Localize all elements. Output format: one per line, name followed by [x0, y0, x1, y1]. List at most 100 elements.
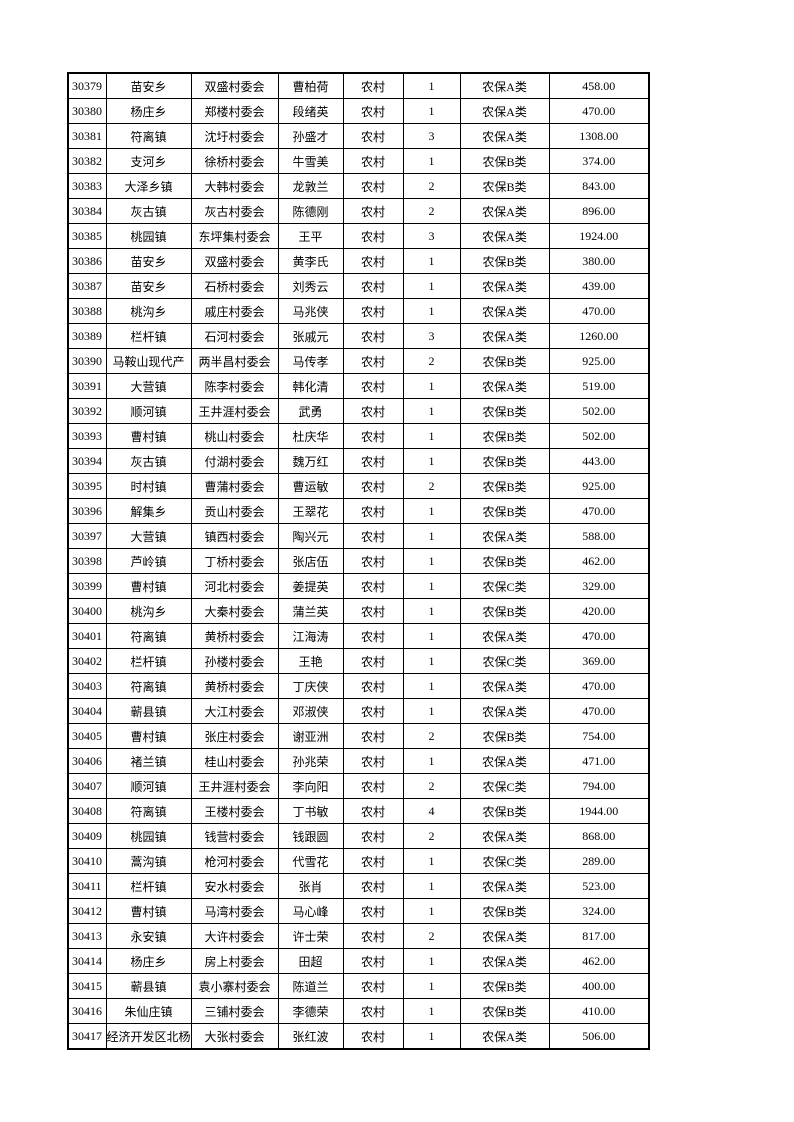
count: 1	[402, 1023, 461, 1050]
amount: 519.00	[548, 373, 650, 399]
township: 蒿沟镇	[105, 848, 192, 874]
township: 解集乡	[105, 498, 192, 524]
amount: 470.00	[548, 298, 650, 324]
person-name: 马兆侠	[277, 298, 344, 324]
household-type: 农村	[342, 823, 404, 849]
amount: 471.00	[548, 748, 650, 774]
village: 东坪集村委会	[190, 223, 279, 249]
village: 桂山村委会	[190, 748, 279, 774]
count: 3	[402, 323, 461, 349]
count: 2	[402, 723, 461, 749]
person-name: 张肖	[277, 873, 344, 899]
household-type: 农村	[342, 573, 404, 599]
row-id: 30398	[67, 548, 107, 574]
village: 石桥村委会	[190, 273, 279, 299]
household-type: 农村	[342, 173, 404, 199]
household-type: 农村	[342, 798, 404, 824]
count: 1	[402, 573, 461, 599]
count: 1	[402, 998, 461, 1024]
township: 蕲县镇	[105, 698, 192, 724]
row-id: 30392	[67, 398, 107, 424]
row-id: 30387	[67, 273, 107, 299]
amount: 439.00	[548, 273, 650, 299]
insurance-class: 农保B类	[459, 398, 550, 424]
household-type: 农村	[342, 72, 404, 99]
row-id: 30415	[67, 973, 107, 999]
amount: 794.00	[548, 773, 650, 799]
person-name: 马心峰	[277, 898, 344, 924]
household-type: 农村	[342, 648, 404, 674]
table-row: 30406 褚兰镇 桂山村委会 孙兆荣 农村 1 农保A类 471.00	[67, 748, 650, 774]
village: 丁桥村委会	[190, 548, 279, 574]
amount: 896.00	[548, 198, 650, 224]
household-type: 农村	[342, 423, 404, 449]
person-name: 钱跟圆	[277, 823, 344, 849]
village: 孙楼村委会	[190, 648, 279, 674]
village: 王井涯村委会	[190, 773, 279, 799]
household-type: 农村	[342, 323, 404, 349]
count: 1	[402, 623, 461, 649]
count: 1	[402, 398, 461, 424]
insurance-class: 农保B类	[459, 348, 550, 374]
table-row: 30400 桃沟乡 大秦村委会 蒲兰英 农村 1 农保B类 420.00	[67, 598, 650, 624]
township: 灰古镇	[105, 198, 192, 224]
person-name: 曹运敏	[277, 473, 344, 499]
table-row: 30395 时村镇 曹蒲村委会 曹运敏 农村 2 农保B类 925.00	[67, 473, 650, 499]
village: 桃山村委会	[190, 423, 279, 449]
township: 灰古镇	[105, 448, 192, 474]
village: 黄桥村委会	[190, 673, 279, 699]
township: 曹村镇	[105, 723, 192, 749]
insurance-class: 农保A类	[459, 198, 550, 224]
count: 1	[402, 873, 461, 899]
table-row: 30414 杨庄乡 房上村委会 田超 农村 1 农保A类 462.00	[67, 948, 650, 974]
table-row: 30391 大营镇 陈李村委会 韩化清 农村 1 农保A类 519.00	[67, 373, 650, 399]
table-row: 30380 杨庄乡 郑楼村委会 段绪英 农村 1 农保A类 470.00	[67, 98, 650, 124]
person-name: 曹柏荷	[277, 72, 344, 99]
person-name: 田超	[277, 948, 344, 974]
row-id: 30382	[67, 148, 107, 174]
household-type: 农村	[342, 773, 404, 799]
village: 大秦村委会	[190, 598, 279, 624]
insurance-class: 农保B类	[459, 798, 550, 824]
village: 郑楼村委会	[190, 98, 279, 124]
household-type: 农村	[342, 98, 404, 124]
count: 2	[402, 823, 461, 849]
person-name: 陈道兰	[277, 973, 344, 999]
table-row: 30382 支河乡 徐桥村委会 牛雪美 农村 1 农保B类 374.00	[67, 148, 650, 174]
row-id: 30406	[67, 748, 107, 774]
person-name: 黄李氏	[277, 248, 344, 274]
person-name: 陈德刚	[277, 198, 344, 224]
count: 2	[402, 773, 461, 799]
township: 大营镇	[105, 523, 192, 549]
table-row: 30416 朱仙庄镇 三铺村委会 李德荣 农村 1 农保B类 410.00	[67, 998, 650, 1024]
data-table: 30379 苗安乡 双盛村委会 曹柏荷 农村 1 农保A类 458.00 30380 杨庄乡 郑楼村…	[67, 72, 651, 1050]
amount: 369.00	[548, 648, 650, 674]
township: 符离镇	[105, 673, 192, 699]
insurance-class: 农保A类	[459, 748, 550, 774]
household-type: 农村	[342, 473, 404, 499]
household-type: 农村	[342, 223, 404, 249]
township: 桃园镇	[105, 823, 192, 849]
person-name: 邓淑侠	[277, 698, 344, 724]
insurance-class: 农保B类	[459, 973, 550, 999]
village: 贡山村委会	[190, 498, 279, 524]
insurance-class: 农保B类	[459, 248, 550, 274]
count: 3	[402, 223, 461, 249]
amount: 1944.00	[548, 798, 650, 824]
row-id: 30388	[67, 298, 107, 324]
township: 桃园镇	[105, 223, 192, 249]
amount: 374.00	[548, 148, 650, 174]
amount: 502.00	[548, 423, 650, 449]
table-row: 30392 顺河镇 王井涯村委会 武勇 农村 1 农保B类 502.00	[67, 398, 650, 424]
row-id: 30390	[67, 348, 107, 374]
household-type: 农村	[342, 298, 404, 324]
township: 曹村镇	[105, 898, 192, 924]
township: 苗安乡	[105, 72, 192, 99]
household-type: 农村	[342, 873, 404, 899]
insurance-class: 农保B类	[459, 173, 550, 199]
township: 顺河镇	[105, 773, 192, 799]
amount: 420.00	[548, 598, 650, 624]
person-name: 江海涛	[277, 623, 344, 649]
village: 陈李村委会	[190, 373, 279, 399]
